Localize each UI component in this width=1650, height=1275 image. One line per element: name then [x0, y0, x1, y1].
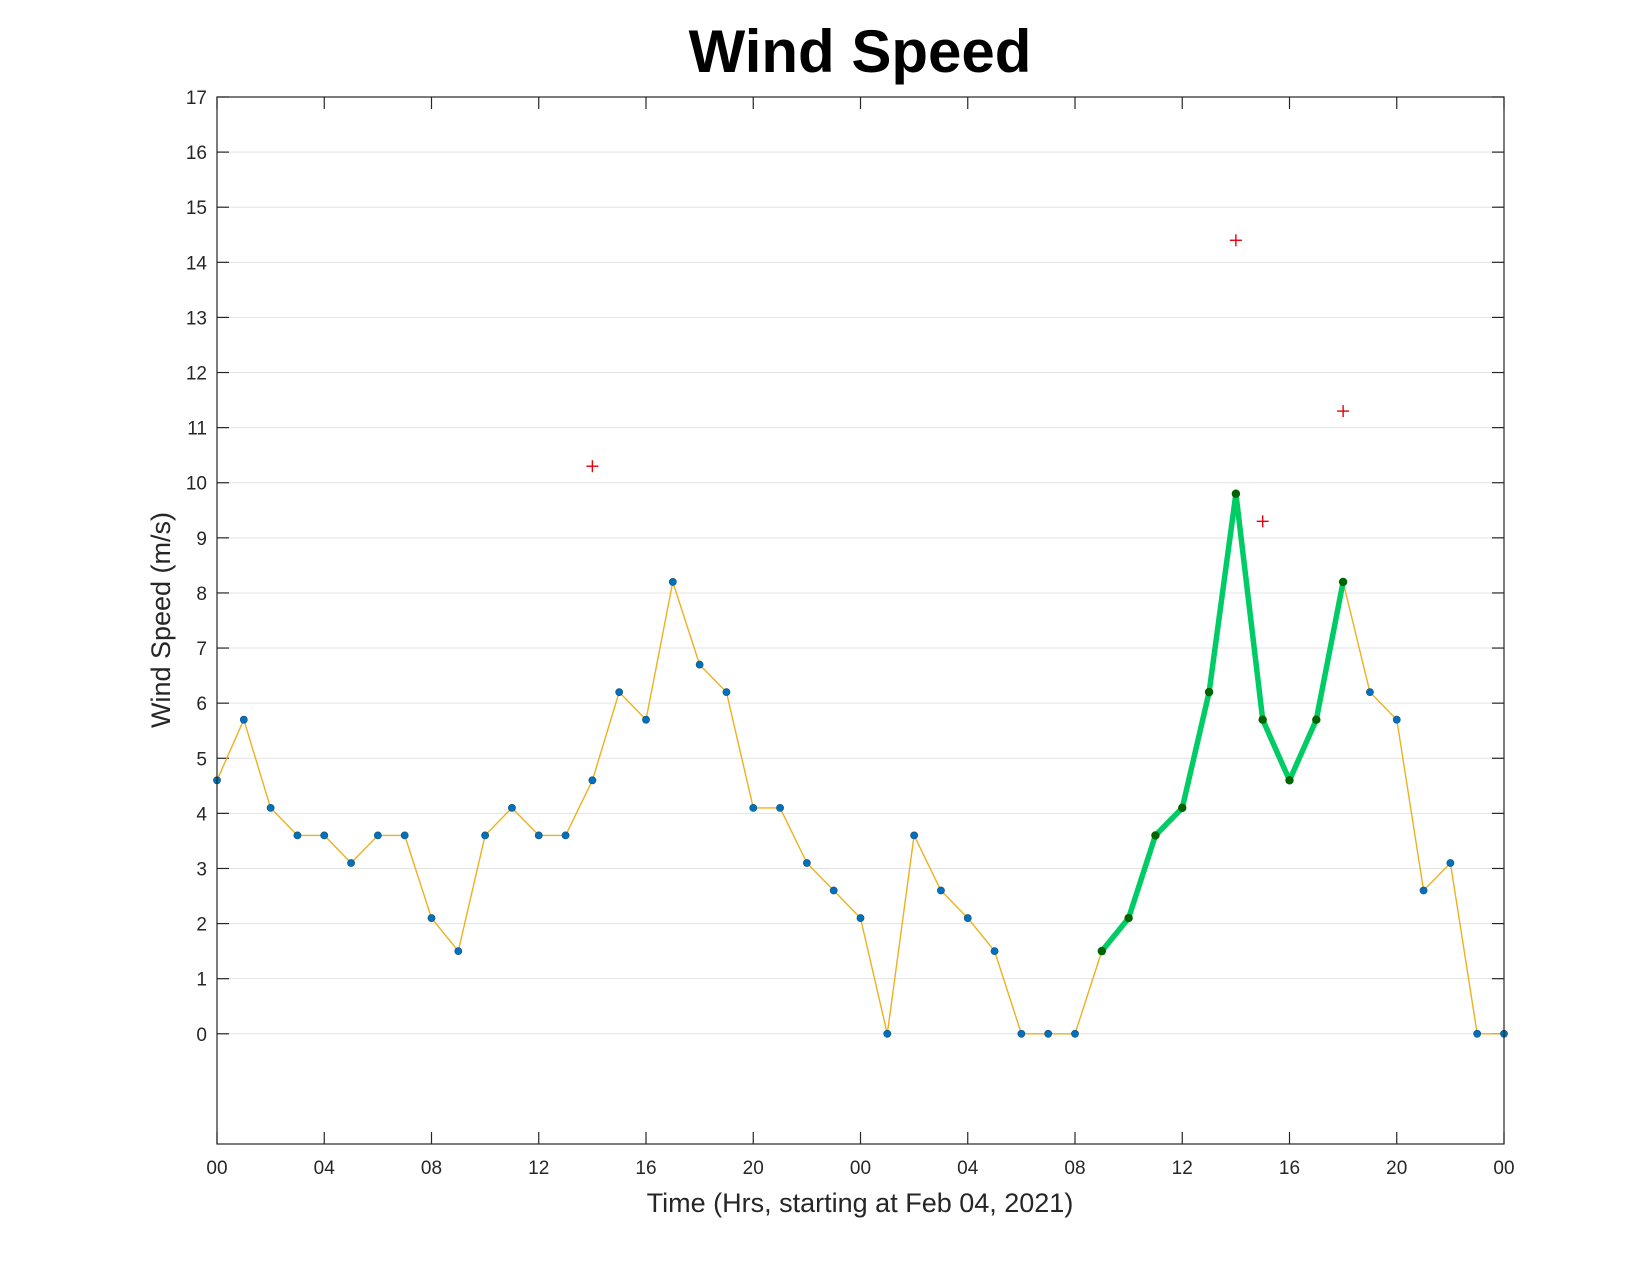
- highlight-point: [1178, 803, 1187, 813]
- y-tick-label: 14: [186, 253, 208, 274]
- y-tick-label: 15: [186, 198, 207, 219]
- data-point: [776, 803, 784, 812]
- data-point: [1071, 1029, 1079, 1038]
- data-point: [1017, 1029, 1026, 1038]
- x-tick-label: 20: [1386, 1158, 1407, 1179]
- data-point: [561, 831, 570, 840]
- data-point: [910, 831, 919, 840]
- plus-marker: [1229, 234, 1242, 247]
- data-point: [802, 859, 811, 867]
- y-tick-label: 3: [196, 859, 207, 880]
- x-axis-label: Time (Hrs, starting at Feb 04, 2021): [647, 1188, 1074, 1218]
- y-tick-label: 2: [196, 915, 207, 936]
- data-point: [373, 831, 382, 840]
- data-point: [534, 831, 543, 840]
- data-point: [1446, 859, 1455, 867]
- y-tick-label: 5: [196, 749, 207, 770]
- y-tick-label: 10: [186, 474, 207, 495]
- x-tick-label: 12: [528, 1158, 549, 1179]
- plus-marker: [1337, 405, 1350, 418]
- data-point: [883, 1029, 892, 1038]
- y-tick-label: 16: [186, 143, 207, 164]
- data-point: [1419, 886, 1428, 895]
- y-tick-label: 8: [196, 584, 207, 605]
- x-tick-label: 16: [1279, 1158, 1300, 1179]
- axes-box: [216, 96, 1505, 1145]
- data-point: [454, 947, 463, 956]
- x-tick-label: 16: [635, 1158, 656, 1179]
- data-point: [427, 914, 436, 922]
- highlight-point: [1285, 776, 1294, 785]
- x-tick-label: 00: [1493, 1158, 1514, 1179]
- data-point: [400, 831, 409, 840]
- data-point: [615, 688, 624, 697]
- data-point: [320, 831, 329, 840]
- data-point: [990, 947, 999, 956]
- data-point: [239, 715, 248, 724]
- highlight-point: [1338, 577, 1348, 587]
- data-point: [722, 688, 731, 697]
- gridlines: [217, 151, 1504, 1035]
- y-tick-label: 11: [187, 419, 207, 440]
- y-tick-label: 4: [196, 804, 207, 825]
- data-point: [642, 715, 650, 724]
- y-tick-label: 6: [196, 694, 207, 715]
- y-tick-label: 17: [186, 88, 207, 109]
- x-tick-label: 20: [743, 1158, 764, 1179]
- data-point: [508, 803, 516, 812]
- chart-title: Wind Speed: [689, 18, 1032, 85]
- x-tick-label: 00: [850, 1158, 871, 1179]
- y-tick-label: 1: [196, 970, 207, 991]
- axis-ticks: [216, 96, 1505, 1144]
- y-tick-label: 13: [186, 308, 207, 329]
- data-point: [588, 776, 597, 785]
- plot-series: [213, 234, 1508, 1038]
- x-tick-label: 00: [206, 1158, 227, 1179]
- data-point: [1366, 688, 1374, 697]
- data-point: [1473, 1029, 1482, 1038]
- highlight-point: [1151, 831, 1160, 840]
- highlight-point: [1312, 715, 1321, 724]
- data-point: [856, 914, 865, 922]
- x-tick-label: 12: [1172, 1158, 1193, 1179]
- data-point: [266, 803, 275, 812]
- data-point: [1392, 715, 1401, 724]
- data-point: [347, 859, 355, 867]
- data-point: [668, 578, 677, 586]
- y-axis-label: Wind Speed (m/s): [146, 512, 176, 728]
- data-point: [293, 831, 302, 840]
- series-line: [216, 493, 1504, 1035]
- highlight-point: [1258, 715, 1267, 724]
- data-point: [829, 886, 838, 895]
- data-point: [963, 914, 972, 922]
- plus-marker: [1256, 515, 1269, 528]
- highlight-point: [1124, 913, 1133, 923]
- highlight-line: [1099, 491, 1346, 954]
- data-point: [1044, 1029, 1053, 1038]
- x-tick-label: 08: [1064, 1158, 1085, 1179]
- x-tick-label: 04: [314, 1158, 336, 1179]
- data-point: [749, 803, 758, 812]
- highlight-point: [1097, 946, 1107, 956]
- y-tick-label: 7: [196, 639, 207, 660]
- data-point: [695, 660, 704, 669]
- data-point: [481, 831, 490, 840]
- plus-marker: [586, 460, 599, 473]
- x-tick-label: 08: [421, 1158, 442, 1179]
- y-tick-label: 12: [186, 364, 207, 385]
- data-point: [937, 886, 945, 895]
- highlight-point: [1231, 489, 1241, 498]
- x-tick-label: 04: [957, 1158, 979, 1179]
- highlight-point: [1204, 687, 1214, 697]
- y-tick-label: 9: [196, 529, 207, 550]
- y-tick-label: 0: [196, 1025, 207, 1046]
